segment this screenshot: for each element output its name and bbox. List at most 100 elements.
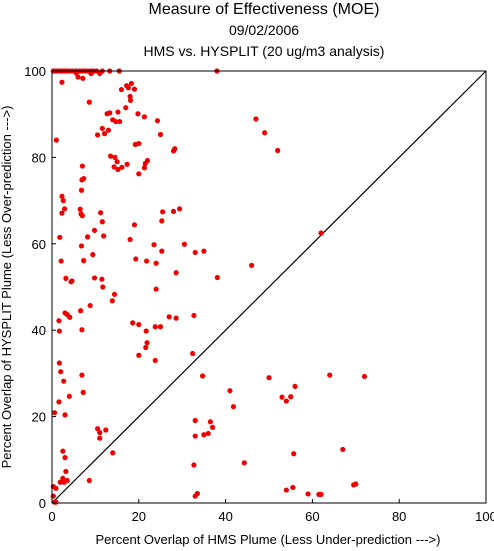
data-point [107, 153, 114, 159]
data-point [136, 171, 142, 177]
data-point [283, 398, 289, 404]
data-point [181, 241, 187, 247]
data-point [61, 378, 67, 384]
data-point [79, 372, 85, 378]
data-point [340, 446, 346, 453]
data-point [131, 222, 138, 228]
data-point [97, 70, 103, 77]
data-point [191, 462, 197, 468]
data-point [53, 485, 59, 491]
data-point [173, 270, 179, 276]
data-point [80, 389, 86, 396]
data-point [160, 209, 166, 215]
data-point [67, 314, 73, 320]
data-point [50, 493, 56, 499]
data-point [151, 242, 157, 248]
data-point [97, 429, 103, 436]
x-tick-label: 0 [48, 509, 55, 524]
data-point [78, 308, 84, 314]
data-point [318, 230, 324, 236]
data-point [201, 432, 207, 438]
data-point [98, 210, 104, 216]
data-point [194, 490, 200, 497]
x-tick-label: 80 [392, 509, 406, 524]
data-point [173, 315, 179, 321]
data-point [152, 324, 158, 330]
data-point [86, 477, 92, 484]
x-tick-label: 40 [218, 509, 232, 524]
data-point [144, 258, 150, 264]
data-point [152, 357, 158, 364]
data-point [130, 320, 136, 326]
data-point [118, 86, 125, 93]
data-point [60, 198, 66, 204]
data-point [79, 163, 85, 169]
chart-title: Measure of Effectiveness (MOE) [149, 1, 380, 18]
reference-line-y-equals-x [51, 70, 487, 504]
data-point [144, 340, 150, 346]
data-point [318, 491, 324, 497]
data-point [192, 249, 198, 256]
data-point [111, 291, 118, 297]
data-point [53, 137, 59, 143]
data-point [73, 70, 79, 76]
data-point [153, 260, 159, 266]
data-point [205, 430, 211, 437]
data-point [99, 276, 105, 282]
data-point [58, 369, 64, 375]
data-point [117, 118, 123, 125]
data-point [59, 79, 65, 85]
data-point [81, 258, 87, 264]
data-point [87, 302, 93, 309]
x-tick-label: 100 [475, 509, 494, 524]
data-point [97, 435, 103, 441]
data-point [136, 321, 142, 328]
data-point [103, 427, 109, 433]
data-point [249, 262, 255, 268]
data-point [101, 131, 108, 137]
data-point [77, 206, 83, 212]
data-point [109, 298, 115, 304]
data-point [153, 286, 159, 292]
data-point [101, 233, 107, 239]
data-point [192, 433, 198, 439]
data-point [291, 451, 297, 457]
data-point [283, 487, 289, 493]
data-point [159, 218, 165, 224]
data-point [80, 75, 86, 81]
data-point [59, 210, 65, 216]
data-point [107, 110, 113, 116]
data-point [64, 477, 70, 484]
data-point [230, 404, 237, 410]
data-point [199, 373, 206, 379]
data-point [62, 455, 68, 461]
data-point [79, 177, 85, 183]
data-point [124, 161, 130, 167]
data-point [56, 318, 62, 324]
data-point [127, 236, 133, 243]
data-point [69, 278, 75, 284]
y-tick-label: 40 [32, 323, 46, 338]
data-point [113, 118, 119, 125]
data-point [91, 227, 98, 234]
data-point [111, 164, 117, 170]
data-point [52, 410, 58, 416]
data-point [176, 206, 183, 212]
y-tick-label: 100 [24, 64, 46, 79]
data-point [119, 164, 125, 170]
data-point [78, 243, 85, 249]
data-point [84, 234, 91, 240]
data-point [290, 484, 296, 491]
data-point [115, 109, 121, 115]
chart-subtitle: HMS vs. HYSPLIT (20 ug/m3 analysis) [144, 43, 385, 59]
data-point [110, 450, 116, 456]
y-tick-label: 20 [32, 410, 46, 425]
data-point [75, 74, 81, 80]
data-point [292, 383, 298, 389]
data-point [114, 159, 120, 165]
data-point [99, 125, 105, 132]
data-point [141, 114, 148, 120]
data-point [133, 256, 139, 262]
data-point [279, 394, 285, 400]
data-point [262, 130, 268, 136]
